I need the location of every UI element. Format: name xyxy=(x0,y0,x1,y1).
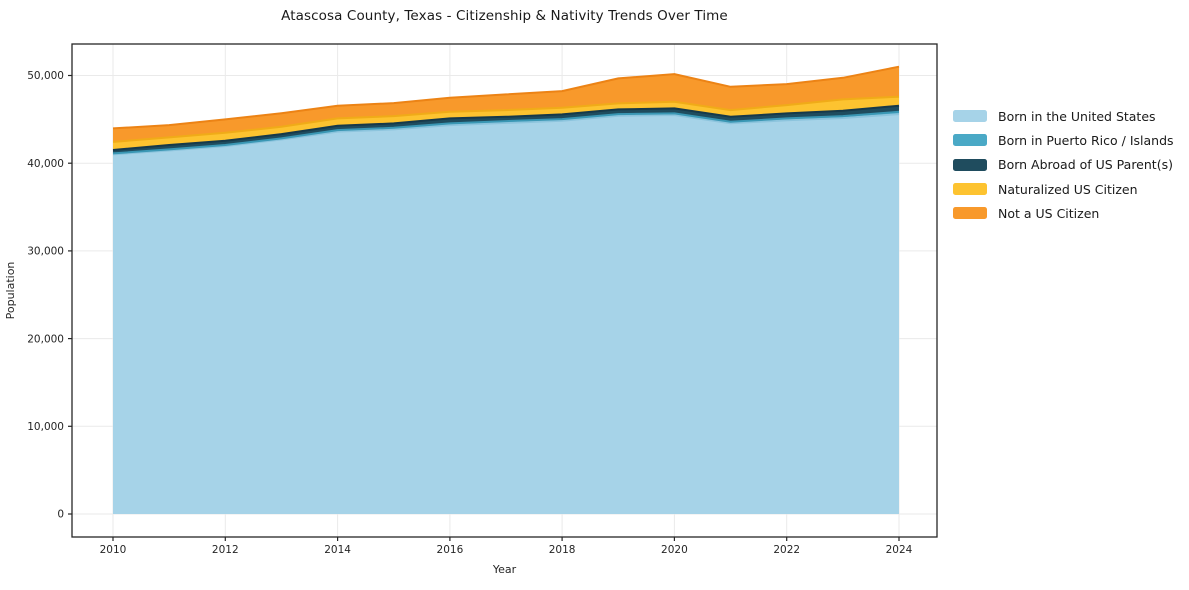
legend-label: Born Abroad of US Parent(s) xyxy=(998,157,1173,173)
svg-text:2016: 2016 xyxy=(437,544,464,556)
legend-label: Born in the United States xyxy=(998,108,1156,124)
chart-title: Atascosa County, Texas - Citizenship & N… xyxy=(281,8,728,24)
svg-text:Year: Year xyxy=(492,563,517,576)
legend-swatch-born-in-us xyxy=(953,110,987,123)
svg-text:30,000: 30,000 xyxy=(27,246,64,258)
legend-label: Not a US Citizen xyxy=(998,205,1100,221)
svg-text:2018: 2018 xyxy=(549,544,576,556)
svg-text:0: 0 xyxy=(57,509,64,521)
legend-label: Born in Puerto Rico / Islands xyxy=(998,132,1174,148)
svg-text:2022: 2022 xyxy=(773,544,800,556)
svg-text:2024: 2024 xyxy=(886,544,913,556)
svg-text:10,000: 10,000 xyxy=(27,421,64,433)
svg-text:2014: 2014 xyxy=(324,544,351,556)
legend-swatch-not-citizen xyxy=(953,207,987,220)
svg-text:20,000: 20,000 xyxy=(27,333,64,345)
legend-swatch-naturalized xyxy=(953,183,987,196)
legend-item: Born in Puerto Rico / Islands xyxy=(953,128,1174,152)
legend-swatch-puerto-rico xyxy=(953,134,987,147)
svg-text:50,000: 50,000 xyxy=(27,70,64,82)
legend-label: Naturalized US Citizen xyxy=(998,181,1138,197)
legend-item: Not a US Citizen xyxy=(953,201,1174,225)
legend: Born in the United States Born in Puerto… xyxy=(953,104,1174,225)
svg-text:Population: Population xyxy=(4,262,17,320)
legend-swatch-born-abroad xyxy=(953,158,987,171)
svg-text:2012: 2012 xyxy=(212,544,239,556)
legend-item: Born Abroad of US Parent(s) xyxy=(953,153,1174,177)
legend-item: Naturalized US Citizen xyxy=(953,177,1174,201)
svg-text:2010: 2010 xyxy=(100,544,127,556)
svg-text:40,000: 40,000 xyxy=(27,158,64,170)
legend-item: Born in the United States xyxy=(953,104,1174,128)
svg-text:2020: 2020 xyxy=(661,544,688,556)
